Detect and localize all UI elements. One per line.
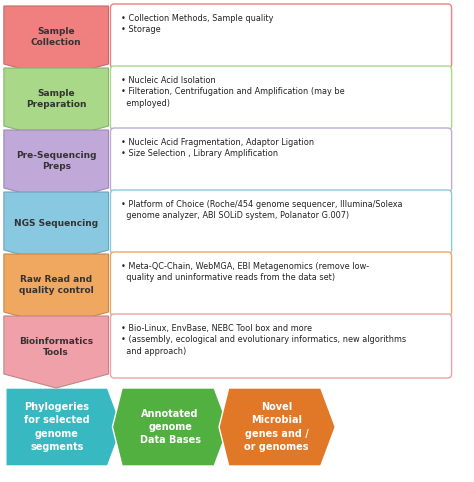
FancyBboxPatch shape: [110, 128, 452, 192]
Polygon shape: [4, 6, 109, 78]
Text: Annotated
genome
Data Bases: Annotated genome Data Bases: [139, 409, 201, 445]
FancyBboxPatch shape: [110, 190, 452, 254]
Polygon shape: [6, 388, 122, 466]
Text: • Bio-Linux, EnvBase, NEBC Tool box and more
• (assembly, ecological and evoluti: • Bio-Linux, EnvBase, NEBC Tool box and …: [121, 324, 406, 356]
Text: Sample
Preparation: Sample Preparation: [26, 89, 86, 109]
Polygon shape: [4, 254, 109, 326]
Text: Phylogeries
for selected
genome
segments: Phylogeries for selected genome segments: [24, 402, 90, 452]
Text: • Nucleic Acid Fragmentation, Adaptor Ligation
• Size Selection , Library Amplif: • Nucleic Acid Fragmentation, Adaptor Li…: [121, 138, 314, 159]
FancyBboxPatch shape: [110, 66, 452, 130]
Text: • Platform of Choice (Roche/454 genome sequencer, Illumina/Solexa
  genome analy: • Platform of Choice (Roche/454 genome s…: [121, 200, 402, 220]
Polygon shape: [4, 68, 109, 140]
FancyBboxPatch shape: [110, 4, 452, 68]
Text: • Collection Methods, Sample quality
• Storage: • Collection Methods, Sample quality • S…: [121, 14, 273, 34]
FancyBboxPatch shape: [110, 314, 452, 378]
FancyBboxPatch shape: [110, 252, 452, 316]
Text: Novel
Microbial
genes and /
or genomes: Novel Microbial genes and / or genomes: [245, 402, 309, 452]
Text: NGS Sequencing: NGS Sequencing: [14, 218, 98, 228]
Polygon shape: [112, 388, 229, 466]
Text: • Meta-QC-Chain, WebMGA, EBI Metagenomics (remove low-
  quality and uninformati: • Meta-QC-Chain, WebMGA, EBI Metagenomic…: [121, 262, 369, 282]
Polygon shape: [219, 388, 335, 466]
Text: Bioinformatics
Tools: Bioinformatics Tools: [19, 337, 93, 357]
Text: • Nucleic Acid Isolation
• Filteration, Centrifugation and Amplification (may be: • Nucleic Acid Isolation • Filteration, …: [121, 76, 345, 108]
Text: Raw Read and
quality control: Raw Read and quality control: [19, 275, 93, 295]
Polygon shape: [4, 316, 109, 388]
Text: Sample
Collection: Sample Collection: [31, 27, 82, 47]
Polygon shape: [4, 130, 109, 202]
Polygon shape: [4, 192, 109, 264]
Text: Pre-Sequencing
Preps: Pre-Sequencing Preps: [16, 151, 96, 171]
